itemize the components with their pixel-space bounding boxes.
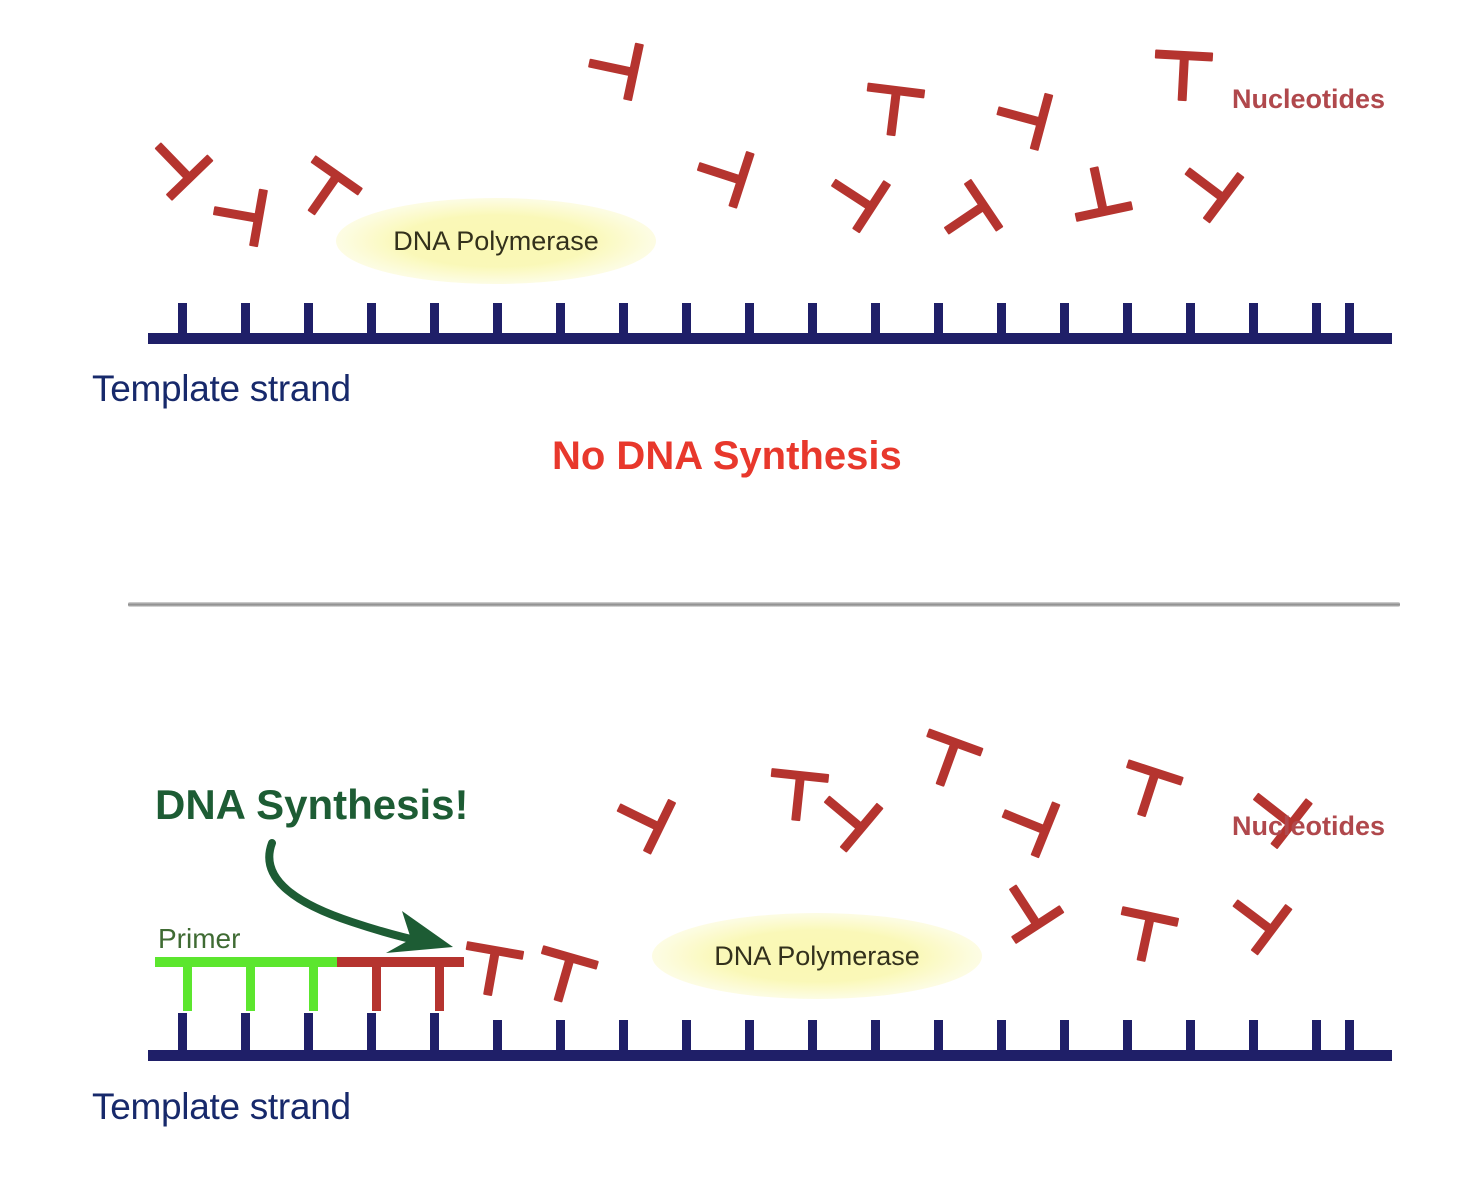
polymerase-label: DNA Polymerase [393,225,599,256]
no-dna-synthesis-label: No DNA Synthesis [552,434,902,478]
polymerase-glow [652,913,982,999]
template-tooth [1060,303,1069,336]
template-tooth [1186,1020,1195,1053]
primer-label: Primer [158,923,241,954]
template-tooth [430,303,439,336]
template-tooth [178,303,187,336]
template-tooth [997,303,1006,336]
template-tooth [493,1020,502,1053]
dna-synthesis-label: DNA Synthesis! [155,781,469,828]
template-tooth [178,1013,187,1053]
template-tooth [745,303,754,336]
template-strand-top [148,300,1392,344]
template-tooth [430,1013,439,1053]
template-tooth [619,303,628,336]
template-tooth [367,303,376,336]
template-tooth [556,1020,565,1053]
template-tooth [1249,1020,1258,1053]
template-tooth [1249,303,1258,336]
nucleotides-label-top: Nucleotides [1232,84,1386,114]
template-tooth [304,303,313,336]
template-backbone [148,333,1392,344]
panel-divider [128,602,1400,607]
primer-tooth [183,961,192,1011]
template-tooth [808,303,817,336]
template-tooth [682,303,691,336]
template-tooth [241,1013,250,1053]
template-tooth [1123,303,1132,336]
template-tooth [1312,303,1321,336]
dna-polymerase-top: DNA Polymerase [336,198,656,284]
template-tooth [1345,1020,1354,1053]
template-tooth [1060,1020,1069,1053]
template-tooth [1186,303,1195,336]
template-tooth [556,303,565,336]
template-tooth [745,1020,754,1053]
new-strand-backbone [337,957,464,967]
nucleotides-label-bottom: Nucleotides [1232,811,1386,841]
template-tooth [367,1013,376,1053]
template-tooth [619,1020,628,1053]
polymerase-glow [336,198,656,284]
primer-tooth [246,961,255,1011]
template-tooth [304,1013,313,1053]
template-tooth [934,303,943,336]
template-tooth [934,1020,943,1053]
template-tooth [1312,1020,1321,1053]
template-strand-bottom [148,1011,1392,1061]
dna-polymerase-bottom: DNA Polymerase [652,913,982,999]
template-tooth [241,303,250,336]
template-tooth [1123,1020,1132,1053]
template-tooth [997,1020,1006,1053]
polymerase-label: DNA Polymerase [714,940,920,971]
template-tooth [493,303,502,336]
template-strand-label-top: Template strand [92,368,351,409]
template-tooth [808,1020,817,1053]
template-tooth [682,1020,691,1053]
new-strand-tooth [435,961,444,1011]
template-tooth [871,1020,880,1053]
template-strand-label-bottom: Template strand [92,1086,351,1127]
template-tooth [1345,303,1354,336]
primer-tooth [309,961,318,1011]
template-backbone [148,1050,1392,1061]
new-strand-tooth [372,961,381,1011]
panel-without-primer: Nucleotides DNA Polymerase [0,0,1462,600]
template-tooth [871,303,880,336]
